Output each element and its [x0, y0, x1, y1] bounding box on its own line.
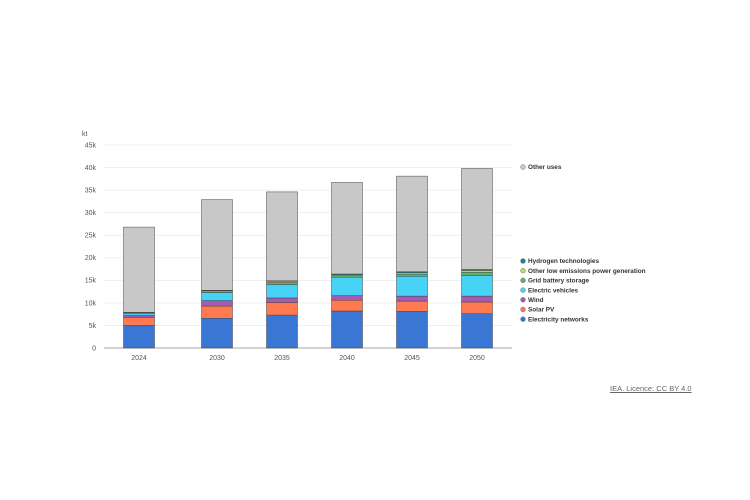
bar-segment — [331, 310, 363, 349]
bar-segment — [123, 226, 155, 313]
x-tick-label: 2024 — [131, 355, 147, 362]
bar-segment — [123, 315, 155, 318]
bar-segment — [461, 270, 493, 273]
bar-segment — [201, 305, 233, 319]
bar-segment — [266, 284, 298, 299]
y-tick-label: 30k — [85, 210, 97, 217]
bar-segment — [266, 297, 298, 303]
bar-segment — [201, 317, 233, 349]
x-tick-label: 2045 — [404, 355, 420, 362]
legend-swatch — [520, 316, 526, 322]
gridlines — [104, 144, 512, 349]
x-axis-ticks: 2024 2030 2035 2040 2045 2050 — [131, 355, 485, 362]
x-tick-label: 2040 — [339, 355, 355, 362]
legend-label: Electricity networks — [528, 316, 589, 323]
y-tick-label: 25k — [85, 233, 97, 240]
bar-segment — [123, 325, 155, 349]
bar-segment — [266, 302, 298, 316]
legend-label: Solar PV — [528, 307, 555, 314]
bar-segment — [123, 313, 155, 316]
bar-segment — [396, 300, 428, 312]
bar-segment — [461, 271, 493, 276]
y-axis-ticks: 0 5k 10k 15k 20k 25k 30k 35k 40k 45k — [85, 142, 97, 352]
bar-segment — [266, 282, 298, 285]
bar-segment — [331, 276, 363, 296]
legend-label: Other uses — [528, 164, 562, 171]
bar-segment — [331, 182, 363, 275]
legend-label: Grid battery storage — [528, 278, 590, 285]
bar-segment — [331, 274, 363, 278]
bar-segment — [331, 299, 363, 312]
bar-segment — [461, 275, 493, 297]
legend-swatch — [520, 268, 526, 274]
legend-label: Other low emissions power generation — [528, 268, 646, 275]
bar-segment — [266, 191, 298, 282]
bar-segment — [461, 313, 493, 349]
y-tick-label: 0 — [92, 345, 96, 352]
y-tick-label: 35k — [85, 188, 97, 195]
bar-segment — [461, 295, 493, 303]
legend-label: Hydrogen technologies — [528, 258, 599, 265]
legend-swatch — [520, 258, 526, 264]
bar-segment — [331, 295, 363, 301]
legend-swatch — [520, 164, 526, 170]
legend-label: Electric vehicles — [528, 287, 579, 294]
y-tick-label: 15k — [85, 278, 97, 285]
legend-swatch — [520, 306, 526, 313]
credit-licence-link[interactable]: IEA. Licence: CC BY 4.0 — [610, 384, 692, 393]
bar-segment — [201, 292, 233, 301]
legend: Other uses Hydrogen technologies Other low… — [520, 164, 646, 323]
bar-segment — [201, 199, 233, 291]
legend-swatch — [520, 297, 526, 303]
bar-segment — [461, 301, 493, 314]
y-tick-label: 45k — [85, 142, 97, 149]
bar-segment — [396, 276, 428, 297]
y-tick-label: 10k — [85, 300, 97, 307]
bar-segment — [123, 317, 155, 326]
bar-segment — [396, 311, 428, 349]
y-tick-label: 5k — [89, 323, 97, 330]
x-tick-label: 2035 — [274, 355, 290, 362]
legend-swatch — [520, 287, 526, 293]
bar-segment — [266, 314, 298, 349]
bar-segment — [396, 273, 428, 277]
bar-segment — [201, 300, 233, 307]
y-axis-unit-label: kt — [82, 131, 88, 138]
x-tick-label: 2050 — [469, 355, 485, 362]
bars — [123, 168, 493, 349]
y-tick-label: 20k — [85, 255, 97, 262]
y-tick-label: 40k — [85, 165, 97, 172]
bar-segment — [461, 168, 493, 270]
x-tick-label: 2030 — [209, 355, 225, 362]
bar-segment — [396, 295, 428, 302]
bar-segment — [396, 175, 428, 273]
legend-label: Wind — [528, 297, 544, 304]
legend-swatch — [520, 277, 526, 284]
